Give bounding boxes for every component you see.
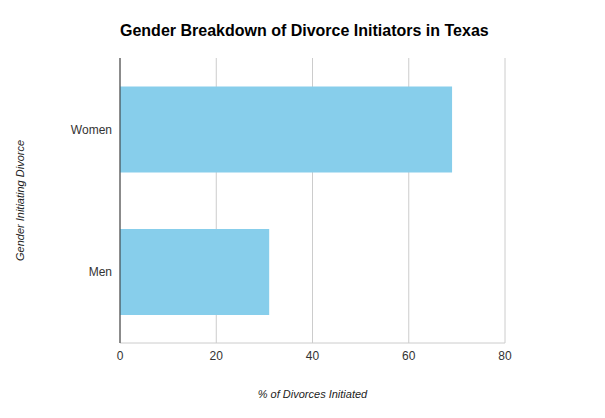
svg-text:% of Divorces Initiated: % of Divorces Initiated [258,388,368,400]
html-text:Gender Breakdown of Divorce In: Gender Breakdown of Divorce Initiators i… [120,22,489,39]
svg-text:40: 40 [306,349,320,363]
svg-text:60: 60 [402,349,416,363]
svg-text:Men: Men [89,265,112,279]
svg-text:20: 20 [210,349,224,363]
svg-text:80: 80 [498,349,512,363]
svg-text:Women: Women [71,123,112,137]
svg-text:Gender Initiating Divorce: Gender Initiating Divorce [14,140,26,261]
svg-text:0: 0 [117,349,124,363]
